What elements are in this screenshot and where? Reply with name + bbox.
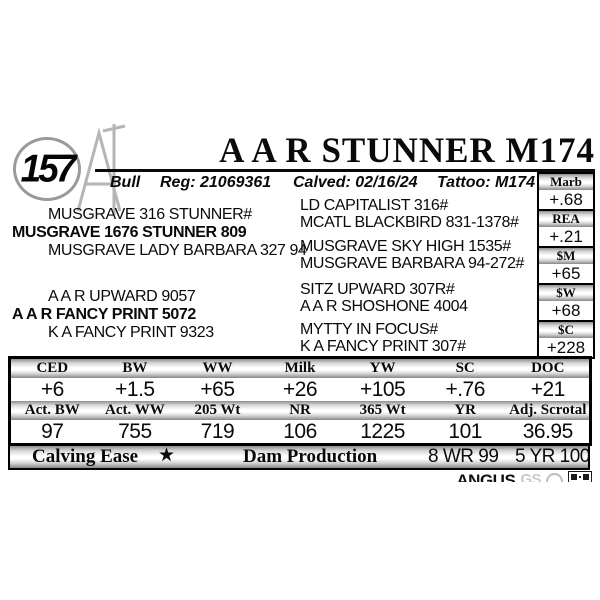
qr-code-icon <box>568 471 592 482</box>
pedigree-gen3-line: SITZ UPWARD 307R# <box>300 281 455 298</box>
pedigree-sire-sire: MUSGRAVE 316 STUNNER# <box>48 206 252 223</box>
perf-cell: 36.95 <box>522 420 574 443</box>
weaning-ratio-value: 8 WR 99 <box>428 446 499 467</box>
animal-name-title: A A R STUNNER M174 <box>219 129 595 171</box>
calving-ease-label: Calving Ease <box>32 446 139 467</box>
lot-number: 157 <box>20 146 77 190</box>
epd-cell: +.76 <box>445 378 485 401</box>
tattoo-id: Tattoo: M174 <box>437 174 536 191</box>
pedigree-sire: MUSGRAVE 1676 STUNNER 809 <box>12 224 247 241</box>
calving-ease-star-icon: ★ <box>158 445 175 466</box>
epd-label: Marb <box>539 174 593 190</box>
perf-cell: 755 <box>118 420 152 443</box>
col-header: WW <box>202 360 233 376</box>
epd-label: $C <box>539 322 593 338</box>
pedigree-dam-sire: A A R UPWARD 9057 <box>48 288 196 305</box>
epd-cell: +105 <box>359 378 406 401</box>
angus-gs-text: GS <box>520 471 541 482</box>
col-header: Act. BW <box>24 402 80 418</box>
pedigree-gen3-line: MYTTY IN FOCUS# <box>300 321 438 338</box>
perf-cell: 719 <box>200 420 235 443</box>
pedigree-dam: A A R FANCY PRINT 5072 <box>12 306 196 323</box>
col-header: 205 Wt <box>194 402 241 418</box>
epd-cell: +21 <box>530 378 566 401</box>
epd-value: +68 <box>551 301 581 320</box>
epd-value: +.68 <box>549 190 583 209</box>
perf-cell: 101 <box>448 420 482 443</box>
col-header: CED <box>36 360 69 376</box>
epd-value-row: +6 +1.5 +65 +26 +105 +.76 +21 <box>11 378 589 401</box>
col-header: YR <box>454 402 477 418</box>
angus-logo-text: ANGUS <box>456 471 516 482</box>
epd-value: +228 <box>546 338 586 357</box>
actual-value-row: 97 755 719 106 1225 101 36.95 <box>11 420 589 443</box>
perf-cell: 1225 <box>360 420 405 443</box>
epd-cell: +26 <box>282 378 318 401</box>
epd-cell: +65 <box>200 378 235 401</box>
actual-header-row: Act. BW Act. WW 205 Wt NR 365 Wt YR Adj.… <box>11 401 589 420</box>
col-header: NR <box>289 402 311 418</box>
pedigree-gen3-line: MUSGRAVE SKY HIGH 1535# <box>300 238 511 255</box>
pedigree-gen3-line: MCATL BLACKBIRD 831-1378# <box>300 214 519 231</box>
perf-cell: 106 <box>283 420 317 443</box>
epd-cell: +6 <box>40 378 64 401</box>
registration-number: Reg: 21069361 <box>160 174 272 191</box>
epd-box-rea: REA +.21 <box>537 209 595 248</box>
epd-performance-table: CED BW WW Milk YW SC DOC +6 +1.5 +65 +26… <box>8 356 592 446</box>
epd-label: $W <box>539 285 593 301</box>
epd-header-row: CED BW WW Milk YW SC DOC <box>11 359 589 378</box>
epd-value: +65 <box>551 264 581 283</box>
angus-gs-logo-strip: ANGUS GS <box>456 471 592 482</box>
yearling-ratio-value: 5 YR 100 <box>515 446 590 467</box>
epd-box-dollar-w: $W +68 <box>537 283 595 322</box>
col-header: BW <box>122 360 148 376</box>
perf-cell: 97 <box>41 420 64 443</box>
col-header: 365 Wt <box>359 402 406 418</box>
sex-label: Bull <box>110 174 141 191</box>
epd-label: REA <box>539 211 593 227</box>
title-underline <box>95 169 595 172</box>
pedigree-gen3-line: LD CAPITALIST 316# <box>300 197 448 214</box>
col-header: DOC <box>531 360 565 376</box>
pedigree-gen3-line: A A R SHOSHONE 4004 <box>300 298 468 315</box>
epd-box-marb: Marb +.68 <box>537 172 595 211</box>
col-header: SC <box>455 360 475 376</box>
registered-circle-icon <box>546 473 563 482</box>
dam-production-label: Dam Production <box>243 446 378 467</box>
calved-date: Calved: 02/16/24 <box>293 174 418 191</box>
col-header: YW <box>369 360 396 376</box>
footer-bar: Calving Ease ★ Dam Production 8 WR 99 5 … <box>8 444 590 470</box>
epd-box-dollar-m: $M +65 <box>537 246 595 285</box>
pedigree-sire-dam: MUSGRAVE LADY BARBARA 327 94 <box>48 242 307 259</box>
epd-label: $M <box>539 248 593 264</box>
pedigree-dam-dam: K A FANCY PRINT 9323 <box>48 324 214 341</box>
col-header: Milk <box>284 360 316 376</box>
col-header: Adj. Scrotal <box>509 402 587 418</box>
lot-number-badge: 157 <box>13 137 81 201</box>
epd-value: +.21 <box>549 227 583 246</box>
col-header: Act. WW <box>105 402 165 418</box>
epd-sidebar: Marb +.68 REA +.21 $M +65 $W +68 $C +228 <box>537 172 595 359</box>
pedigree-gen3-line: K A FANCY PRINT 307# <box>300 338 466 355</box>
pedigree-gen3-line: MUSGRAVE BARBARA 94-272# <box>300 255 524 272</box>
epd-box-dollar-c: $C +228 <box>537 320 595 359</box>
epd-cell: +1.5 <box>115 378 155 401</box>
